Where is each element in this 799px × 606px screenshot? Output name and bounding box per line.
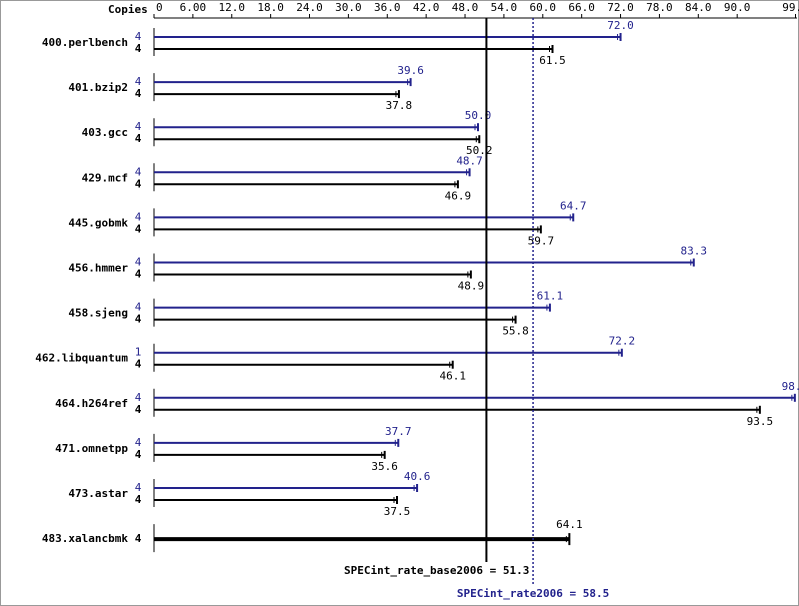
copies: 4 bbox=[135, 132, 142, 145]
value-label: 46.1 bbox=[439, 370, 466, 383]
copies: 4 bbox=[135, 87, 142, 100]
copies: 4 bbox=[135, 210, 142, 223]
value-label: 64.1 bbox=[556, 518, 583, 531]
x-tick-label: 36.0 bbox=[374, 1, 401, 14]
benchmark-label: 462.libquantum bbox=[35, 352, 128, 365]
x-tick-label: 48.0 bbox=[452, 1, 479, 14]
copies: 4 bbox=[135, 177, 142, 190]
x-tick-label: 30.0 bbox=[335, 1, 362, 14]
copies: 4 bbox=[135, 493, 142, 506]
copies: 4 bbox=[135, 481, 142, 494]
benchmark-label: 483.xalancbmk bbox=[42, 532, 128, 545]
copies: 4 bbox=[135, 448, 142, 461]
copies: 4 bbox=[135, 268, 142, 281]
x-tick-label: 90.0 bbox=[724, 1, 751, 14]
copies: 4 bbox=[135, 532, 142, 545]
value-label: 39.6 bbox=[397, 64, 424, 77]
value-label: 72.2 bbox=[609, 335, 636, 348]
benchmark-label: 458.sjeng bbox=[68, 307, 128, 320]
x-tick-label: 66.0 bbox=[568, 1, 595, 14]
x-tick-label: 12.0 bbox=[219, 1, 246, 14]
copies: 4 bbox=[135, 120, 142, 133]
value-label: 55.8 bbox=[502, 325, 529, 338]
x-tick-label: 84.0 bbox=[685, 1, 712, 14]
copies: 4 bbox=[135, 436, 142, 449]
value-label: 37.7 bbox=[385, 425, 412, 438]
copies: 4 bbox=[135, 391, 142, 404]
copies: 4 bbox=[135, 358, 142, 371]
x-tick-label: 54.0 bbox=[491, 1, 518, 14]
x-tick-label: 18.0 bbox=[257, 1, 284, 14]
value-label: 46.9 bbox=[445, 189, 472, 202]
copies: 4 bbox=[135, 301, 142, 314]
value-label: 59.7 bbox=[528, 234, 555, 247]
value-label: 37.8 bbox=[386, 99, 413, 112]
benchmark-label: 401.bzip2 bbox=[68, 81, 128, 94]
copies: 4 bbox=[135, 30, 142, 43]
x-tick-label: 42.0 bbox=[413, 1, 440, 14]
benchmark-label: 403.gcc bbox=[82, 126, 128, 139]
copies-header: Copies bbox=[108, 3, 148, 16]
copies: 4 bbox=[135, 256, 142, 269]
value-label: 37.5 bbox=[384, 505, 411, 518]
benchmark-label: 464.h264ref bbox=[55, 397, 128, 410]
benchmark-label: 473.astar bbox=[68, 487, 128, 500]
x-tick-label: 78.0 bbox=[646, 1, 673, 14]
value-label: 61.1 bbox=[537, 290, 564, 303]
copies: 4 bbox=[135, 222, 142, 235]
copies: 1 bbox=[135, 346, 142, 359]
benchmark-label: 400.perlbench bbox=[42, 36, 128, 49]
x-tick-label: 6.00 bbox=[180, 1, 207, 14]
value-label: 48.9 bbox=[458, 280, 485, 293]
benchmark-label: 456.hmmer bbox=[68, 262, 128, 275]
x-tick-label: 24.0 bbox=[296, 1, 323, 14]
x-tick-label: 60.0 bbox=[530, 1, 557, 14]
copies: 4 bbox=[135, 403, 142, 416]
value-label: 83.3 bbox=[681, 245, 708, 258]
reference-label: SPECint_rate_base2006 = 51.3 bbox=[344, 564, 529, 577]
x-tick-label: 72.0 bbox=[607, 1, 634, 14]
copies: 4 bbox=[135, 165, 142, 178]
x-tick-label: 0 bbox=[156, 1, 163, 14]
value-label: 61.5 bbox=[539, 54, 566, 67]
benchmark-label: 445.gobmk bbox=[68, 216, 128, 229]
value-label: 40.6 bbox=[404, 470, 431, 483]
value-label: 98.9 bbox=[782, 380, 799, 393]
value-label: 35.6 bbox=[371, 460, 398, 473]
reference-label: SPECint_rate2006 = 58.5 bbox=[457, 587, 609, 600]
copies: 4 bbox=[135, 313, 142, 326]
value-label: 72.0 bbox=[607, 19, 634, 32]
value-label: 48.7 bbox=[456, 154, 483, 167]
copies: 4 bbox=[135, 42, 142, 55]
copies: 4 bbox=[135, 75, 142, 88]
benchmark-label: 471.omnetpp bbox=[55, 442, 128, 455]
value-label: 93.5 bbox=[747, 415, 774, 428]
value-label: 64.7 bbox=[560, 199, 587, 212]
benchmark-label: 429.mcf bbox=[82, 171, 128, 184]
value-label: 50.0 bbox=[465, 109, 492, 122]
x-tick-label: 99.0 bbox=[782, 1, 799, 14]
